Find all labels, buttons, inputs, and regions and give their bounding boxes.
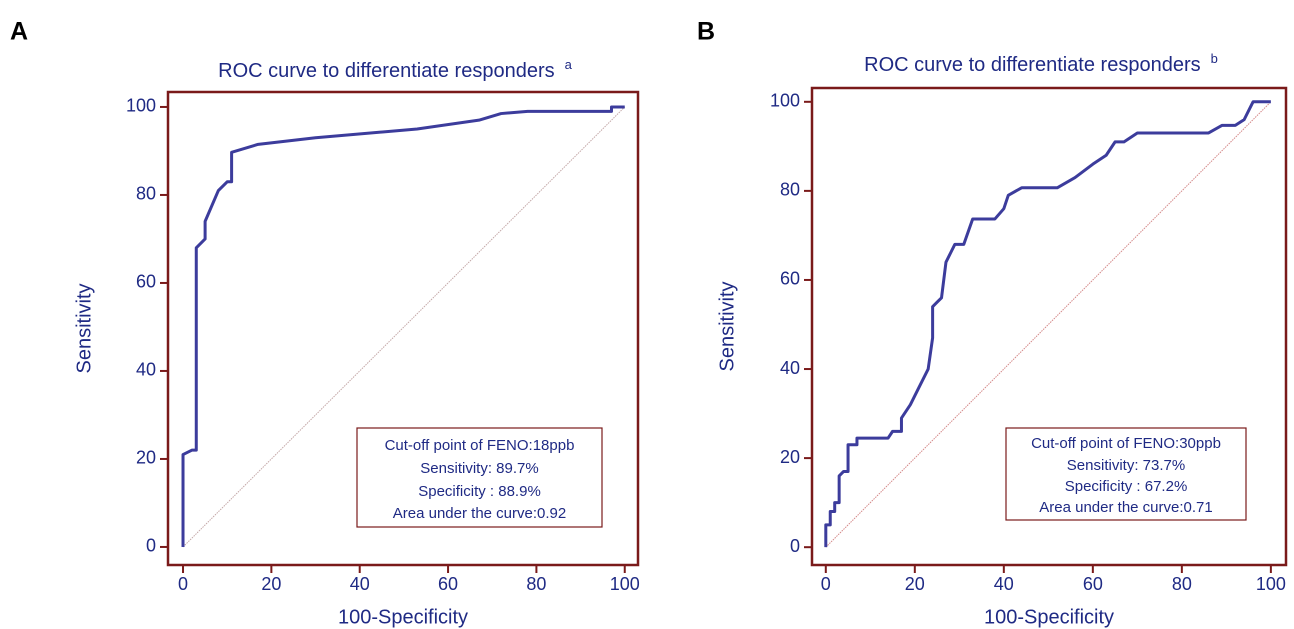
- x-axis-label: 100-Specificity: [338, 606, 468, 628]
- y-tick-label: 80: [780, 180, 800, 200]
- x-tick-label: 80: [1172, 574, 1192, 594]
- x-tick-label: 80: [526, 574, 546, 594]
- roc-curve: [181, 105, 625, 547]
- annotation-box: [1005, 427, 1247, 521]
- title-text: ROC curve to differentiate responders: [218, 60, 554, 82]
- annotation-line: Sensitivity: 73.7%: [1067, 457, 1185, 474]
- title-text: ROC curve to differentiate responders: [864, 54, 1200, 76]
- panel-label: A: [10, 18, 28, 46]
- y-tick-label: 0: [146, 536, 156, 556]
- x-tick-label: 40: [994, 574, 1014, 594]
- y-tick-label: 100: [770, 91, 800, 111]
- x-tick-label: 60: [438, 574, 458, 594]
- title-superscript: a: [565, 57, 573, 72]
- y-axis-label: Sensitivity: [73, 283, 95, 373]
- annotation-line: Area under the curve:0.92: [393, 505, 566, 522]
- y-tick-label: 80: [136, 184, 156, 204]
- annotation-line: Specificity : 67.2%: [1065, 478, 1188, 495]
- x-tick-label: 60: [1083, 574, 1103, 594]
- x-tick-label: 40: [350, 574, 370, 594]
- x-tick-label: 100: [1256, 574, 1286, 594]
- plot-frame: [810, 86, 1288, 567]
- annotation-box: [356, 427, 603, 528]
- y-tick-label: 40: [136, 360, 156, 380]
- x-tick-label: 0: [821, 574, 831, 594]
- x-tick-label: 0: [178, 574, 188, 594]
- annotation-line: Cut-off point of FENO:30ppb: [1031, 435, 1221, 452]
- roc-curve: [824, 100, 1271, 548]
- panel-label: B: [697, 18, 715, 46]
- y-tick-label: 20: [136, 448, 156, 468]
- annotation-line: Cut-off point of FENO:18ppb: [385, 437, 575, 454]
- reference-line: [182, 106, 626, 548]
- annotation-line: Sensitivity: 89.7%: [420, 460, 538, 477]
- chart-title: ROC curve to differentiate responders b: [864, 51, 1218, 76]
- x-tick-label: 100: [610, 574, 640, 594]
- title-superscript: b: [1211, 51, 1218, 66]
- x-tick-label: 20: [261, 574, 281, 594]
- y-tick-label: 20: [780, 447, 800, 467]
- y-axis-label: Sensitivity: [716, 281, 738, 371]
- y-tick-label: 0: [790, 536, 800, 556]
- chart-title: ROC curve to differentiate responders a: [218, 57, 572, 82]
- y-tick-label: 60: [780, 269, 800, 289]
- y-tick-label: 100: [126, 96, 156, 116]
- annotation-line: Area under the curve:0.71: [1039, 499, 1212, 516]
- x-axis-label: 100-Specificity: [984, 606, 1114, 628]
- x-tick-label: 20: [905, 574, 925, 594]
- y-tick-label: 40: [780, 358, 800, 378]
- plot-frame: [166, 90, 640, 567]
- y-tick-label: 60: [136, 272, 156, 292]
- annotation-line: Specificity : 88.9%: [418, 483, 541, 500]
